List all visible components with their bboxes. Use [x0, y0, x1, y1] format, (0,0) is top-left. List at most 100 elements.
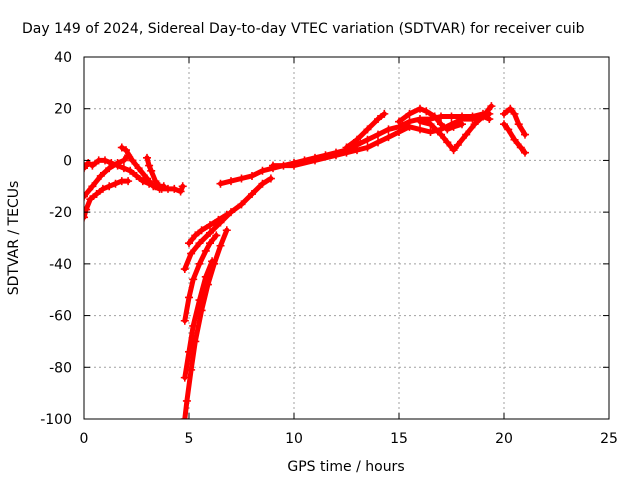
data-point — [180, 415, 189, 419]
x-tick-label: 25 — [600, 431, 618, 447]
data-point — [201, 272, 210, 281]
data-point — [212, 231, 221, 240]
data-point — [117, 143, 126, 152]
data-point — [124, 177, 133, 186]
data-point — [84, 192, 88, 201]
data-point — [405, 109, 414, 118]
y-tick-label: 0 — [63, 153, 72, 169]
data-point — [504, 125, 513, 134]
data-point — [248, 190, 256, 199]
data-point — [384, 125, 393, 134]
data-point — [185, 293, 193, 302]
data-point — [353, 135, 361, 144]
data-point — [462, 130, 471, 139]
data-point — [86, 195, 95, 204]
x-tick-label: 0 — [80, 431, 89, 447]
data-point — [405, 122, 414, 131]
data-point — [182, 396, 191, 405]
series-line — [182, 176, 274, 272]
data-point — [447, 112, 456, 121]
data-point — [426, 127, 435, 136]
series-arc-10 — [185, 210, 231, 248]
data-point — [485, 115, 494, 124]
data-point — [416, 125, 424, 134]
data-point — [126, 166, 135, 175]
data-point — [178, 182, 187, 191]
y-tick-label: -100 — [40, 412, 72, 428]
data-point — [201, 246, 210, 255]
data-point — [258, 166, 267, 175]
series-arc-7 — [180, 231, 221, 325]
data-point — [195, 296, 204, 305]
series-arc-13 — [342, 109, 389, 152]
data-point — [185, 347, 193, 356]
data-point — [353, 146, 361, 155]
data-point — [500, 109, 508, 118]
data-point — [170, 184, 179, 193]
x-tick-label: 10 — [285, 431, 303, 447]
data-point — [258, 179, 267, 188]
data-point — [159, 182, 168, 191]
data-point — [105, 164, 114, 173]
series-arc-16 — [500, 104, 529, 139]
data-point — [363, 143, 372, 152]
grid — [84, 57, 609, 419]
x-axis-label: GPS time / hours — [287, 459, 404, 475]
data-point — [449, 122, 458, 131]
data-point — [470, 120, 479, 129]
data-point — [510, 109, 519, 118]
data-point — [180, 265, 189, 274]
data-point — [443, 138, 452, 147]
data-point — [380, 109, 389, 118]
series-arc-5 — [143, 153, 168, 191]
data-point — [237, 174, 246, 183]
data-point — [189, 321, 198, 330]
y-axis-label: SDTVAR / TECUs — [6, 181, 22, 296]
data-point — [222, 210, 231, 219]
data-point — [363, 125, 372, 134]
series-line — [417, 114, 492, 153]
data-point — [216, 241, 225, 250]
data-point — [176, 187, 185, 196]
series-line — [84, 152, 163, 200]
y-tick-label: 20 — [54, 102, 72, 118]
data-point — [416, 117, 424, 126]
data-point — [208, 257, 217, 266]
data-point — [506, 104, 515, 113]
series-arc-1 — [84, 156, 187, 196]
data-point — [516, 143, 525, 152]
chart-title: Day 149 of 2024, Sidereal Day-to-day VTE… — [22, 21, 585, 37]
data-point — [119, 156, 128, 165]
data-point — [134, 164, 143, 173]
y-tick-label: -80 — [49, 360, 72, 376]
data-point — [248, 171, 256, 180]
data-point — [216, 179, 225, 188]
data-point — [437, 130, 445, 139]
data-point — [521, 148, 529, 157]
data-point — [430, 112, 439, 121]
y-tick-label: -60 — [49, 309, 72, 325]
data-point — [101, 156, 109, 165]
data-point — [227, 177, 235, 186]
data-point — [374, 130, 382, 139]
data-point — [206, 228, 214, 237]
data-point — [510, 135, 519, 144]
data-point — [332, 151, 340, 160]
data-point — [98, 184, 107, 193]
data-point — [180, 316, 189, 325]
data-point — [191, 231, 200, 240]
data-point — [342, 143, 351, 152]
axes: 0 5 10 15 20 25 -100 -80 -60 -40 -20 0 20 40 — [40, 50, 618, 447]
data-point — [374, 115, 382, 124]
y-tick-label: -40 — [49, 257, 72, 273]
data-point — [395, 117, 403, 126]
data-point — [395, 127, 403, 136]
data-point — [206, 221, 214, 230]
data-point — [222, 226, 231, 235]
data-point — [311, 156, 319, 165]
data-point — [374, 138, 382, 147]
data-point — [128, 156, 137, 165]
x-tick-label: 20 — [495, 431, 513, 447]
data-point — [113, 159, 122, 168]
